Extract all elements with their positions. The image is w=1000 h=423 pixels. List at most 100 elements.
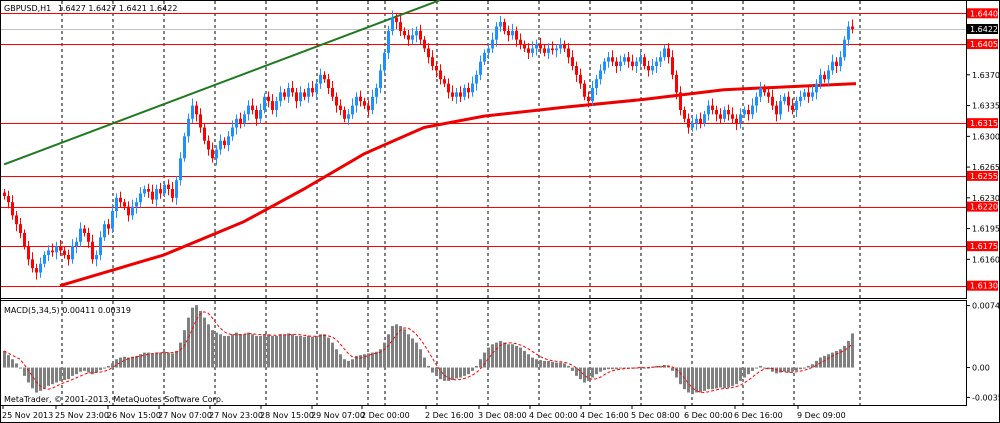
candle-body [67,254,70,260]
macd-bar [19,367,22,369]
macd-bar [107,365,110,368]
candle [695,114,698,131]
macd-bar [299,335,302,368]
macd-bar [423,357,426,368]
macd-bar [95,367,98,373]
candle [595,74,598,96]
macd-bar [743,367,746,378]
candle-body [207,140,210,150]
candle-body [455,92,458,97]
candle-body [611,57,614,62]
macd-bar [183,330,186,368]
macd-bar [87,367,90,373]
macd-bar [419,349,422,368]
candle [103,220,106,241]
candle [827,65,830,86]
candle-body [603,61,606,71]
candle [431,50,434,71]
candle [687,113,690,134]
candle-body [451,92,454,97]
candle-body [619,61,622,67]
macd-bar [539,360,542,368]
candle-body [719,114,722,119]
price-axis: 1.6370 1.6335 1.6300 1.6265 1.6230 1.6195 1.61… [966,8,1000,402]
candle-body [263,96,266,110]
candle-body [167,184,170,190]
candle [263,93,266,114]
time-tick-label: 6 Dec 16:00 [734,411,783,420]
macd-bar [151,353,154,368]
candle-body [847,26,850,40]
candle-body [319,74,322,84]
trend-line-segment [3,0,441,166]
candle [15,211,18,232]
candle [23,229,26,250]
candle-body [103,224,106,238]
candle [479,55,482,81]
macd-bar [483,352,486,368]
candle-body [27,246,30,260]
candle-body [575,66,578,75]
macd-bar [787,367,790,373]
candle-body [315,83,318,93]
macd-bar [695,367,698,393]
candle-body [499,22,502,27]
macd-bar [571,367,574,371]
candle-body [639,57,642,62]
candle [407,29,410,46]
candle [303,88,306,101]
candle [51,243,54,257]
candle [95,250,98,267]
candle-body [571,57,574,67]
macd-bar [119,357,122,368]
candle [11,195,14,220]
candle [679,86,682,116]
macd-bar [339,354,342,368]
macd-bar [659,365,662,368]
candle [615,57,618,74]
candle [703,110,706,127]
candle-body [99,237,102,255]
macd-bar [115,359,118,368]
macd-bar [831,352,834,368]
macd-bar [379,349,382,368]
macd-histogram [3,305,854,395]
candle-body [71,246,74,260]
macd-bar [647,367,650,369]
candle [735,114,738,131]
candle-body [803,92,806,97]
macd-bar [323,334,326,368]
candle [251,98,254,115]
macd-bar [251,334,254,368]
macd-bar [363,354,366,368]
candle-body [279,92,282,102]
candle [719,108,722,125]
level-label-box [967,39,998,50]
candle [671,50,674,80]
candle [807,87,810,103]
macd-bar [315,335,318,368]
candle-body [131,206,134,216]
candle [655,57,658,74]
macd-bar [503,342,506,368]
candle-body [815,83,818,93]
candle [503,18,506,35]
candle [423,36,426,52]
candle-body [127,206,130,216]
candle-body [763,87,766,93]
candle [203,124,206,145]
candle-body [195,105,198,115]
macd-bar [751,367,754,371]
candle-body [19,224,22,233]
macd-bar [307,335,310,368]
macd-bar [671,367,674,371]
candle [195,101,198,122]
copyright-text: MetaTrader, © 2001-2013, MetaQuotes Soft… [4,395,223,404]
candle-body [523,44,526,49]
candle-body [535,44,538,49]
candle [131,199,134,220]
candle-body [411,35,414,40]
macd-bar [599,367,602,372]
macd-bar [331,342,334,368]
macd-bar [195,305,198,368]
